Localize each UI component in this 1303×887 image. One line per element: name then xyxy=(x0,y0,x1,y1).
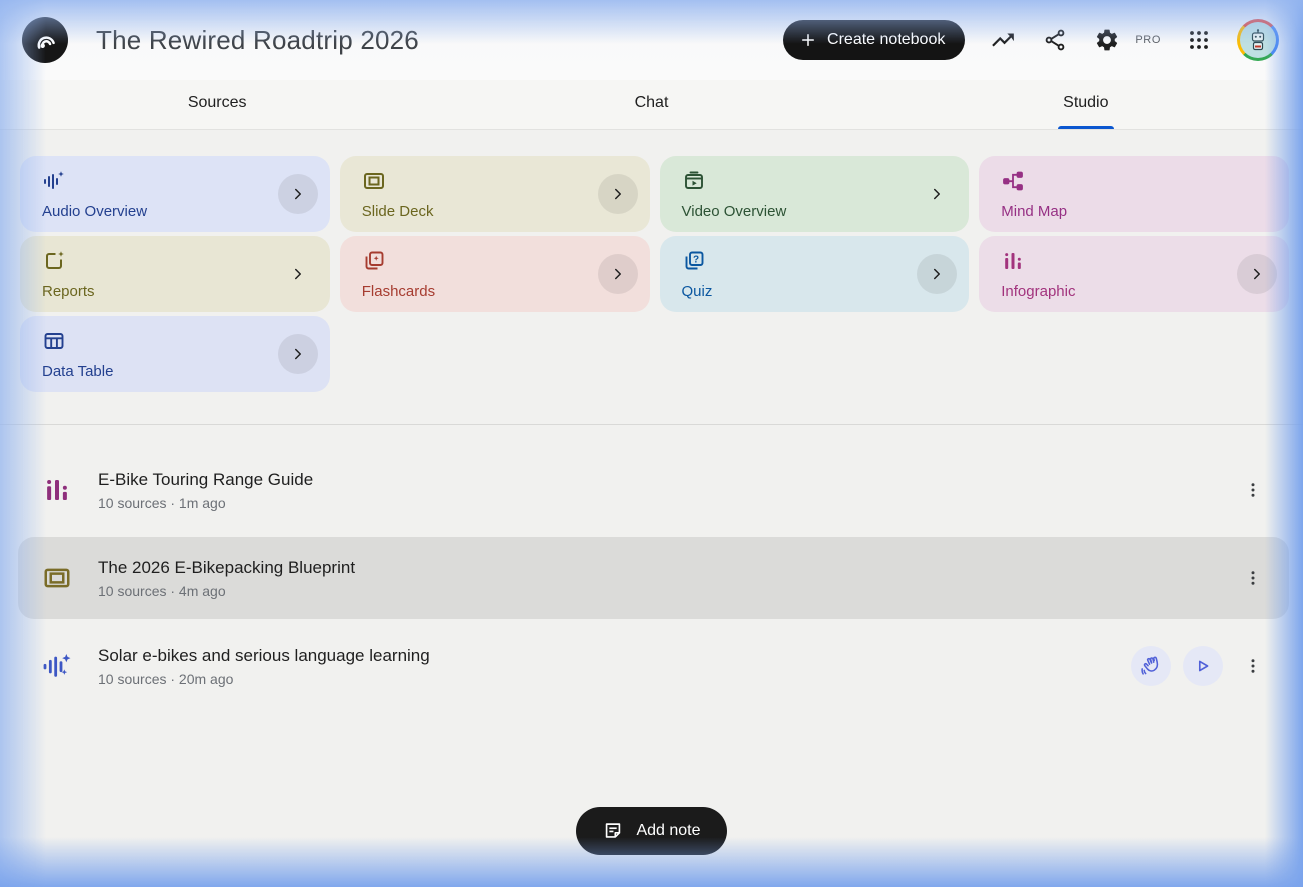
tab-studio-label: Studio xyxy=(1063,94,1109,111)
tab-sources-underline xyxy=(189,126,245,129)
tool-card-mind-map[interactable]: Mind Map xyxy=(979,156,1289,232)
chevron-right-icon[interactable] xyxy=(597,254,638,294)
tool-label: Reports xyxy=(42,283,95,300)
tab-studio[interactable]: Studio xyxy=(869,80,1303,129)
infographic-icon xyxy=(1001,249,1025,273)
artifact-row-slide-deck[interactable]: The 2026 E-Bikepacking Blueprint 10 sour… xyxy=(18,537,1289,619)
apps-grid-button[interactable] xyxy=(1185,26,1213,54)
tool-label: Data Table xyxy=(42,363,114,380)
account-avatar[interactable] xyxy=(1237,19,1279,61)
tool-card-flashcards[interactable]: Flashcards xyxy=(339,236,650,312)
waving-hand-icon xyxy=(1140,655,1162,677)
audio-overview-icon xyxy=(42,169,66,193)
share-button[interactable] xyxy=(1041,26,1069,54)
tool-card-reports[interactable]: Reports xyxy=(20,236,330,312)
tool-label: Infographic xyxy=(1001,283,1076,300)
tab-chat-label: Chat xyxy=(634,94,669,111)
avatar-robot-image xyxy=(1240,22,1276,58)
gear-icon xyxy=(1094,27,1120,53)
artifact-row-audio-overview[interactable]: Solar e-bikes and serious language learn… xyxy=(18,625,1289,707)
flashcards-icon xyxy=(362,249,386,273)
tab-sources-label: Sources xyxy=(187,94,247,111)
header-actions: Create notebook PRO xyxy=(783,19,1279,61)
artifact-meta: 10 sources · 4m ago xyxy=(98,582,226,599)
tab-sources[interactable]: Sources xyxy=(0,80,434,129)
reports-icon xyxy=(42,249,66,273)
artifact-title: The 2026 E-Bikepacking Blueprint xyxy=(98,557,356,577)
analytics-button[interactable] xyxy=(989,26,1017,54)
tool-card-infographic[interactable]: Infographic xyxy=(979,236,1289,312)
quiz-icon: ? xyxy=(682,249,706,273)
apps-grid-icon xyxy=(1187,28,1211,52)
artifact-actions xyxy=(1131,646,1267,686)
more-options-button[interactable] xyxy=(1239,646,1267,686)
tool-card-slide-deck[interactable]: Slide Deck xyxy=(339,156,650,232)
artifact-text: Solar e-bikes and serious language learn… xyxy=(98,646,430,687)
video-overview-icon xyxy=(682,169,706,193)
slide-deck-artifact-icon xyxy=(40,563,74,593)
tab-studio-underline xyxy=(1057,126,1114,129)
pro-badge: PRO xyxy=(1135,34,1161,46)
play-audio-button[interactable] xyxy=(1183,646,1223,686)
artifact-meta: 10 sources · 1m ago xyxy=(98,494,226,511)
notebook-title[interactable]: The Rewired Roadtrip 2026 xyxy=(96,24,419,55)
slide-deck-icon xyxy=(362,169,386,193)
studio-tools-grid: Audio Overview Slide Deck Video Overview xyxy=(0,130,1303,408)
play-icon xyxy=(1192,655,1214,677)
chevron-right-icon[interactable] xyxy=(917,254,958,294)
trending-up-icon xyxy=(990,27,1016,53)
interactive-mode-button[interactable] xyxy=(1131,646,1171,686)
artifact-text: E-Bike Touring Range Guide 10 sources · … xyxy=(98,470,313,511)
chevron-right-icon[interactable] xyxy=(1237,254,1277,294)
tool-label: Audio Overview xyxy=(42,203,148,220)
settings-button[interactable] xyxy=(1093,26,1121,54)
audio-artifact-icon xyxy=(40,650,74,682)
chevron-right-icon[interactable] xyxy=(917,174,957,214)
artifact-text: The 2026 E-Bikepacking Blueprint 10 sour… xyxy=(98,558,355,599)
tool-label: Video Overview xyxy=(681,203,787,220)
artifact-meta: 10 sources · 20m ago xyxy=(98,670,234,687)
tool-card-audio-overview[interactable]: Audio Overview xyxy=(20,156,330,232)
artifact-title: Solar e-bikes and serious language learn… xyxy=(98,645,430,665)
add-note-area: Add note xyxy=(0,807,1303,855)
infographic-artifact-icon xyxy=(40,475,74,505)
plus-icon xyxy=(799,31,817,49)
data-table-icon xyxy=(42,329,66,353)
artifact-title: E-Bike Touring Range Guide xyxy=(98,469,314,489)
chevron-right-icon[interactable] xyxy=(597,174,638,214)
tool-card-quiz[interactable]: ? Quiz xyxy=(659,236,970,312)
app-header: The Rewired Roadtrip 2026 Create noteboo… xyxy=(0,0,1303,80)
tab-chat[interactable]: Chat xyxy=(434,80,868,129)
note-icon xyxy=(602,820,624,842)
svg-text:?: ? xyxy=(693,254,699,265)
add-note-label: Add note xyxy=(636,822,701,839)
more-options-button[interactable] xyxy=(1239,558,1267,598)
mind-map-icon xyxy=(1001,169,1025,193)
notebooklm-logo-icon[interactable] xyxy=(22,17,68,63)
chevron-right-icon[interactable] xyxy=(277,174,318,214)
panel-tabs: Sources Chat Studio xyxy=(0,80,1303,130)
chevron-right-icon[interactable] xyxy=(277,334,318,374)
create-notebook-label: Create notebook xyxy=(827,31,946,48)
more-options-button[interactable] xyxy=(1239,470,1267,510)
add-note-button[interactable]: Add note xyxy=(576,807,727,855)
share-icon xyxy=(1043,28,1067,52)
tool-card-video-overview[interactable]: Video Overview xyxy=(659,156,970,232)
artifact-actions xyxy=(1235,558,1267,598)
artifact-row-infographic[interactable]: E-Bike Touring Range Guide 10 sources · … xyxy=(18,449,1289,531)
artifact-actions xyxy=(1235,470,1267,510)
tool-label: Slide Deck xyxy=(361,203,434,220)
artifact-list: E-Bike Touring Range Guide 10 sources · … xyxy=(0,425,1303,707)
tool-label: Flashcards xyxy=(361,283,436,300)
create-notebook-button[interactable]: Create notebook xyxy=(783,20,966,60)
tool-label: Mind Map xyxy=(1001,203,1068,220)
tab-chat-underline xyxy=(623,126,679,129)
chevron-right-icon[interactable] xyxy=(278,254,318,294)
tool-card-data-table[interactable]: Data Table xyxy=(20,316,330,392)
tool-label: Quiz xyxy=(681,283,713,300)
